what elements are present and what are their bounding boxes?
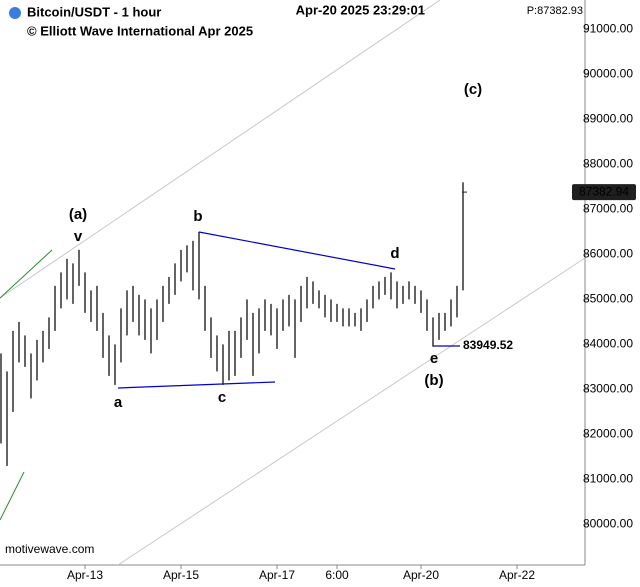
y-tick-label: 85000.00 — [583, 292, 633, 306]
y-tick-label: 88000.00 — [583, 156, 633, 170]
channel-line — [117, 257, 586, 566]
x-tick-label: Apr-15 — [163, 568, 199, 582]
wave-label: (a) — [69, 206, 87, 223]
x-tick-label: 6:00 — [325, 568, 349, 582]
y-tick-label: 82000.00 — [583, 427, 633, 441]
y-tick-label: 90000.00 — [583, 66, 633, 80]
wave-label: (b) — [424, 372, 443, 389]
y-tick-label: 80000.00 — [583, 517, 633, 531]
y-tick-label: 83000.00 — [583, 382, 633, 396]
y-tick-label: 84000.00 — [583, 337, 633, 351]
x-tick-label: Apr-17 — [259, 568, 295, 582]
y-tick-label: 87000.00 — [583, 202, 633, 216]
triangle-line — [198, 231, 396, 270]
watermark: motivewave.com — [5, 542, 94, 556]
y-tick-label: 89000.00 — [583, 111, 633, 125]
wave-label: c — [218, 389, 226, 406]
timestamp: Apr-20 2025 23:29:01 — [296, 2, 425, 17]
trend-line — [0, 249, 53, 299]
wave-label: v — [74, 228, 83, 245]
y-tick-label: 86000.00 — [583, 247, 633, 261]
wave-label: b — [193, 208, 202, 225]
wave-label: (c) — [464, 81, 482, 98]
x-tick-label: Apr-13 — [67, 568, 103, 582]
wave-label: a — [114, 394, 123, 411]
last-price-text: 87382.94 — [579, 184, 629, 198]
price-label: P:87382.93 — [527, 5, 583, 17]
wave-label: d — [390, 245, 399, 262]
x-tick-label: Apr-20 — [403, 568, 439, 582]
last-price-box — [572, 184, 636, 201]
y-tick-label: 91000.00 — [583, 21, 633, 35]
chart-subtitle: © Elliott Wave International Apr 2025 — [27, 23, 253, 38]
triangle-line — [117, 381, 276, 389]
level-label: 83949.52 — [463, 338, 513, 352]
x-tick-label: Apr-22 — [499, 568, 535, 582]
status-dot — [9, 7, 21, 19]
y-tick-label: 81000.00 — [583, 472, 633, 486]
channel-line — [0, 0, 441, 299]
trend-line — [0, 471, 25, 521]
chart-title: Bitcoin/USDT - 1 hour — [27, 4, 161, 19]
wave-label: e — [430, 350, 438, 367]
